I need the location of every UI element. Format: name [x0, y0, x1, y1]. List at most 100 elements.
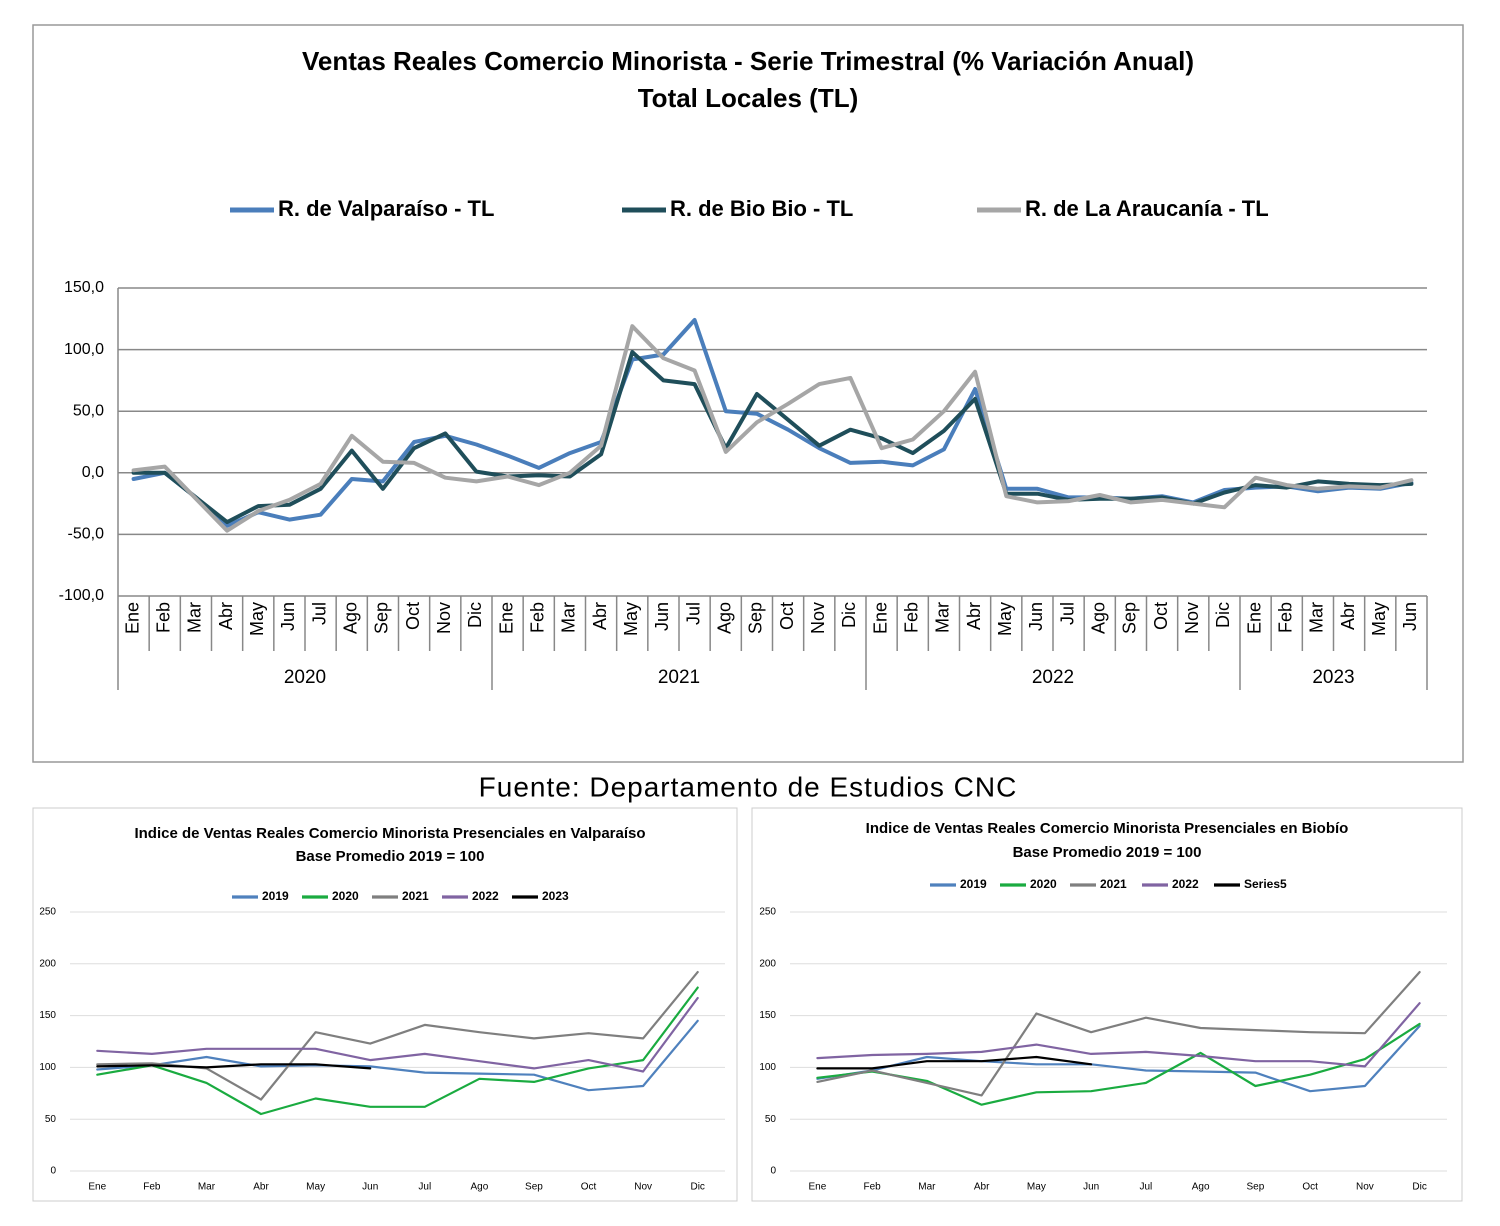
- x-tick-label: May: [1027, 1182, 1046, 1193]
- series-line: [96, 986, 699, 1116]
- x-tick-label: Jun: [362, 1182, 378, 1193]
- main-chart-frame: [32, 24, 1464, 763]
- x-tick-label: Ene: [808, 1182, 826, 1193]
- x-tick-label: Jul: [309, 602, 329, 625]
- x-tick-label: Jul: [1057, 602, 1077, 625]
- y-tick-label: 200: [759, 958, 776, 969]
- series-line: [96, 996, 699, 1073]
- y-tick-label: 0: [770, 1166, 776, 1177]
- x-tick-label: Jun: [1083, 1182, 1099, 1193]
- y-tick-label: 200: [39, 958, 56, 969]
- x-tick-label: Ene: [1244, 602, 1264, 634]
- legend-label: 2019: [960, 877, 987, 891]
- y-tick-label: -50,0: [68, 526, 105, 543]
- x-tick-label: Jun: [1400, 602, 1420, 631]
- x-tick-label: Ene: [122, 602, 142, 634]
- x-tick-label: Ago: [470, 1182, 488, 1193]
- x-tick-label: May: [306, 1182, 325, 1193]
- x-tick-label: Feb: [1276, 602, 1296, 633]
- x-tick-label: Jun: [652, 602, 672, 631]
- legend-label: 2022: [472, 889, 499, 903]
- x-tick-label: Feb: [154, 602, 174, 633]
- legend-label: 2019: [262, 889, 289, 903]
- y-tick-label: 0,0: [82, 464, 104, 481]
- x-tick-label: Sep: [1246, 1182, 1264, 1193]
- y-tick-label: 100,0: [64, 341, 104, 358]
- x-tick-label: Jun: [278, 602, 298, 631]
- y-tick-label: 0: [50, 1166, 56, 1177]
- x-tick-label: Ago: [341, 602, 361, 634]
- series-line: [96, 1063, 372, 1070]
- x-tick-label: Oct: [777, 602, 797, 630]
- x-tick-label: Nov: [808, 602, 828, 634]
- x-tick-label: Ene: [88, 1182, 106, 1193]
- x-tick-label: Ago: [1192, 1182, 1210, 1193]
- x-tick-label: Mar: [1307, 602, 1327, 633]
- x-tick-label: Abr: [590, 602, 610, 630]
- chart-subtitle: Total Locales (TL): [638, 83, 859, 113]
- y-tick-label: 100: [759, 1062, 776, 1073]
- x-tick-label: Ago: [715, 602, 735, 634]
- x-tick-label: Ago: [1089, 602, 1109, 634]
- y-tick-label: 50: [45, 1114, 57, 1125]
- series-line: [131, 350, 1414, 525]
- series-line: [96, 1019, 699, 1092]
- x-tick-label: Jul: [418, 1182, 431, 1193]
- x-group-label: 2023: [1312, 667, 1354, 688]
- source: Fuente: Departamento de Estudios CNC: [479, 771, 1018, 802]
- series-line: [816, 1022, 1421, 1106]
- y-tick-label: 50,0: [73, 402, 104, 419]
- x-tick-label: Dic: [1412, 1182, 1426, 1193]
- y-tick-label: 250: [39, 907, 56, 918]
- legend-label: 2022: [1172, 877, 1199, 891]
- x-tick-label: Abr: [1338, 602, 1358, 630]
- x-tick-label: Nov: [634, 1182, 652, 1193]
- x-group-label: 2022: [1032, 667, 1074, 688]
- y-tick-label: 150,0: [64, 279, 104, 296]
- y-tick-label: 250: [759, 907, 776, 918]
- x-tick-label: May: [995, 602, 1015, 636]
- x-tick-label: Jul: [1139, 1182, 1152, 1193]
- series-line: [816, 1055, 1093, 1070]
- x-tick-label: May: [247, 602, 267, 636]
- x-tick-label: Feb: [902, 602, 922, 633]
- legend-label: R. de Valparaíso - TL: [278, 196, 494, 221]
- legend-label: 2020: [1030, 877, 1057, 891]
- x-tick-label: Ene: [496, 602, 516, 634]
- series-line: [816, 1024, 1421, 1093]
- y-tick-label: 150: [39, 1010, 56, 1021]
- x-tick-label: Oct: [403, 602, 423, 630]
- legend-label: 2023: [542, 889, 569, 903]
- x-tick-label: May: [621, 602, 641, 636]
- x-tick-label: Mar: [933, 602, 953, 633]
- x-group-label: 2021: [658, 667, 700, 688]
- legend-label: Series5: [1244, 877, 1287, 891]
- x-tick-label: Jun: [1026, 602, 1046, 631]
- x-tick-label: Sep: [1120, 602, 1140, 634]
- x-tick-label: Oct: [581, 1182, 597, 1193]
- x-tick-label: Feb: [528, 602, 548, 633]
- x-group-label: 2020: [284, 667, 326, 688]
- x-tick-label: Nov: [1182, 602, 1202, 634]
- legend-label: R. de La Araucanía - TL: [1025, 196, 1269, 221]
- chart-title: Indice de Ventas Reales Comercio Minoris…: [134, 825, 645, 842]
- y-tick-label: 50: [765, 1114, 777, 1125]
- y-tick-label: -100,0: [59, 587, 104, 604]
- legend-label: 2021: [402, 889, 429, 903]
- x-tick-label: Feb: [864, 1182, 882, 1193]
- legend-label: R. de Bio Bio - TL: [670, 196, 853, 221]
- x-tick-label: Abr: [253, 1182, 269, 1193]
- right-chart-frame: [751, 807, 1463, 1202]
- y-tick-label: 150: [759, 1010, 776, 1021]
- x-tick-label: Mar: [198, 1182, 216, 1193]
- x-tick-label: Sep: [746, 602, 766, 634]
- y-tick-label: 100: [39, 1062, 56, 1073]
- x-tick-label: Nov: [1356, 1182, 1374, 1193]
- x-tick-label: Abr: [964, 602, 984, 630]
- series-line: [816, 971, 1421, 1097]
- x-tick-label: Mar: [185, 602, 205, 633]
- x-tick-label: Nov: [434, 602, 454, 634]
- x-tick-label: Dic: [839, 602, 859, 628]
- x-tick-label: Mar: [918, 1182, 936, 1193]
